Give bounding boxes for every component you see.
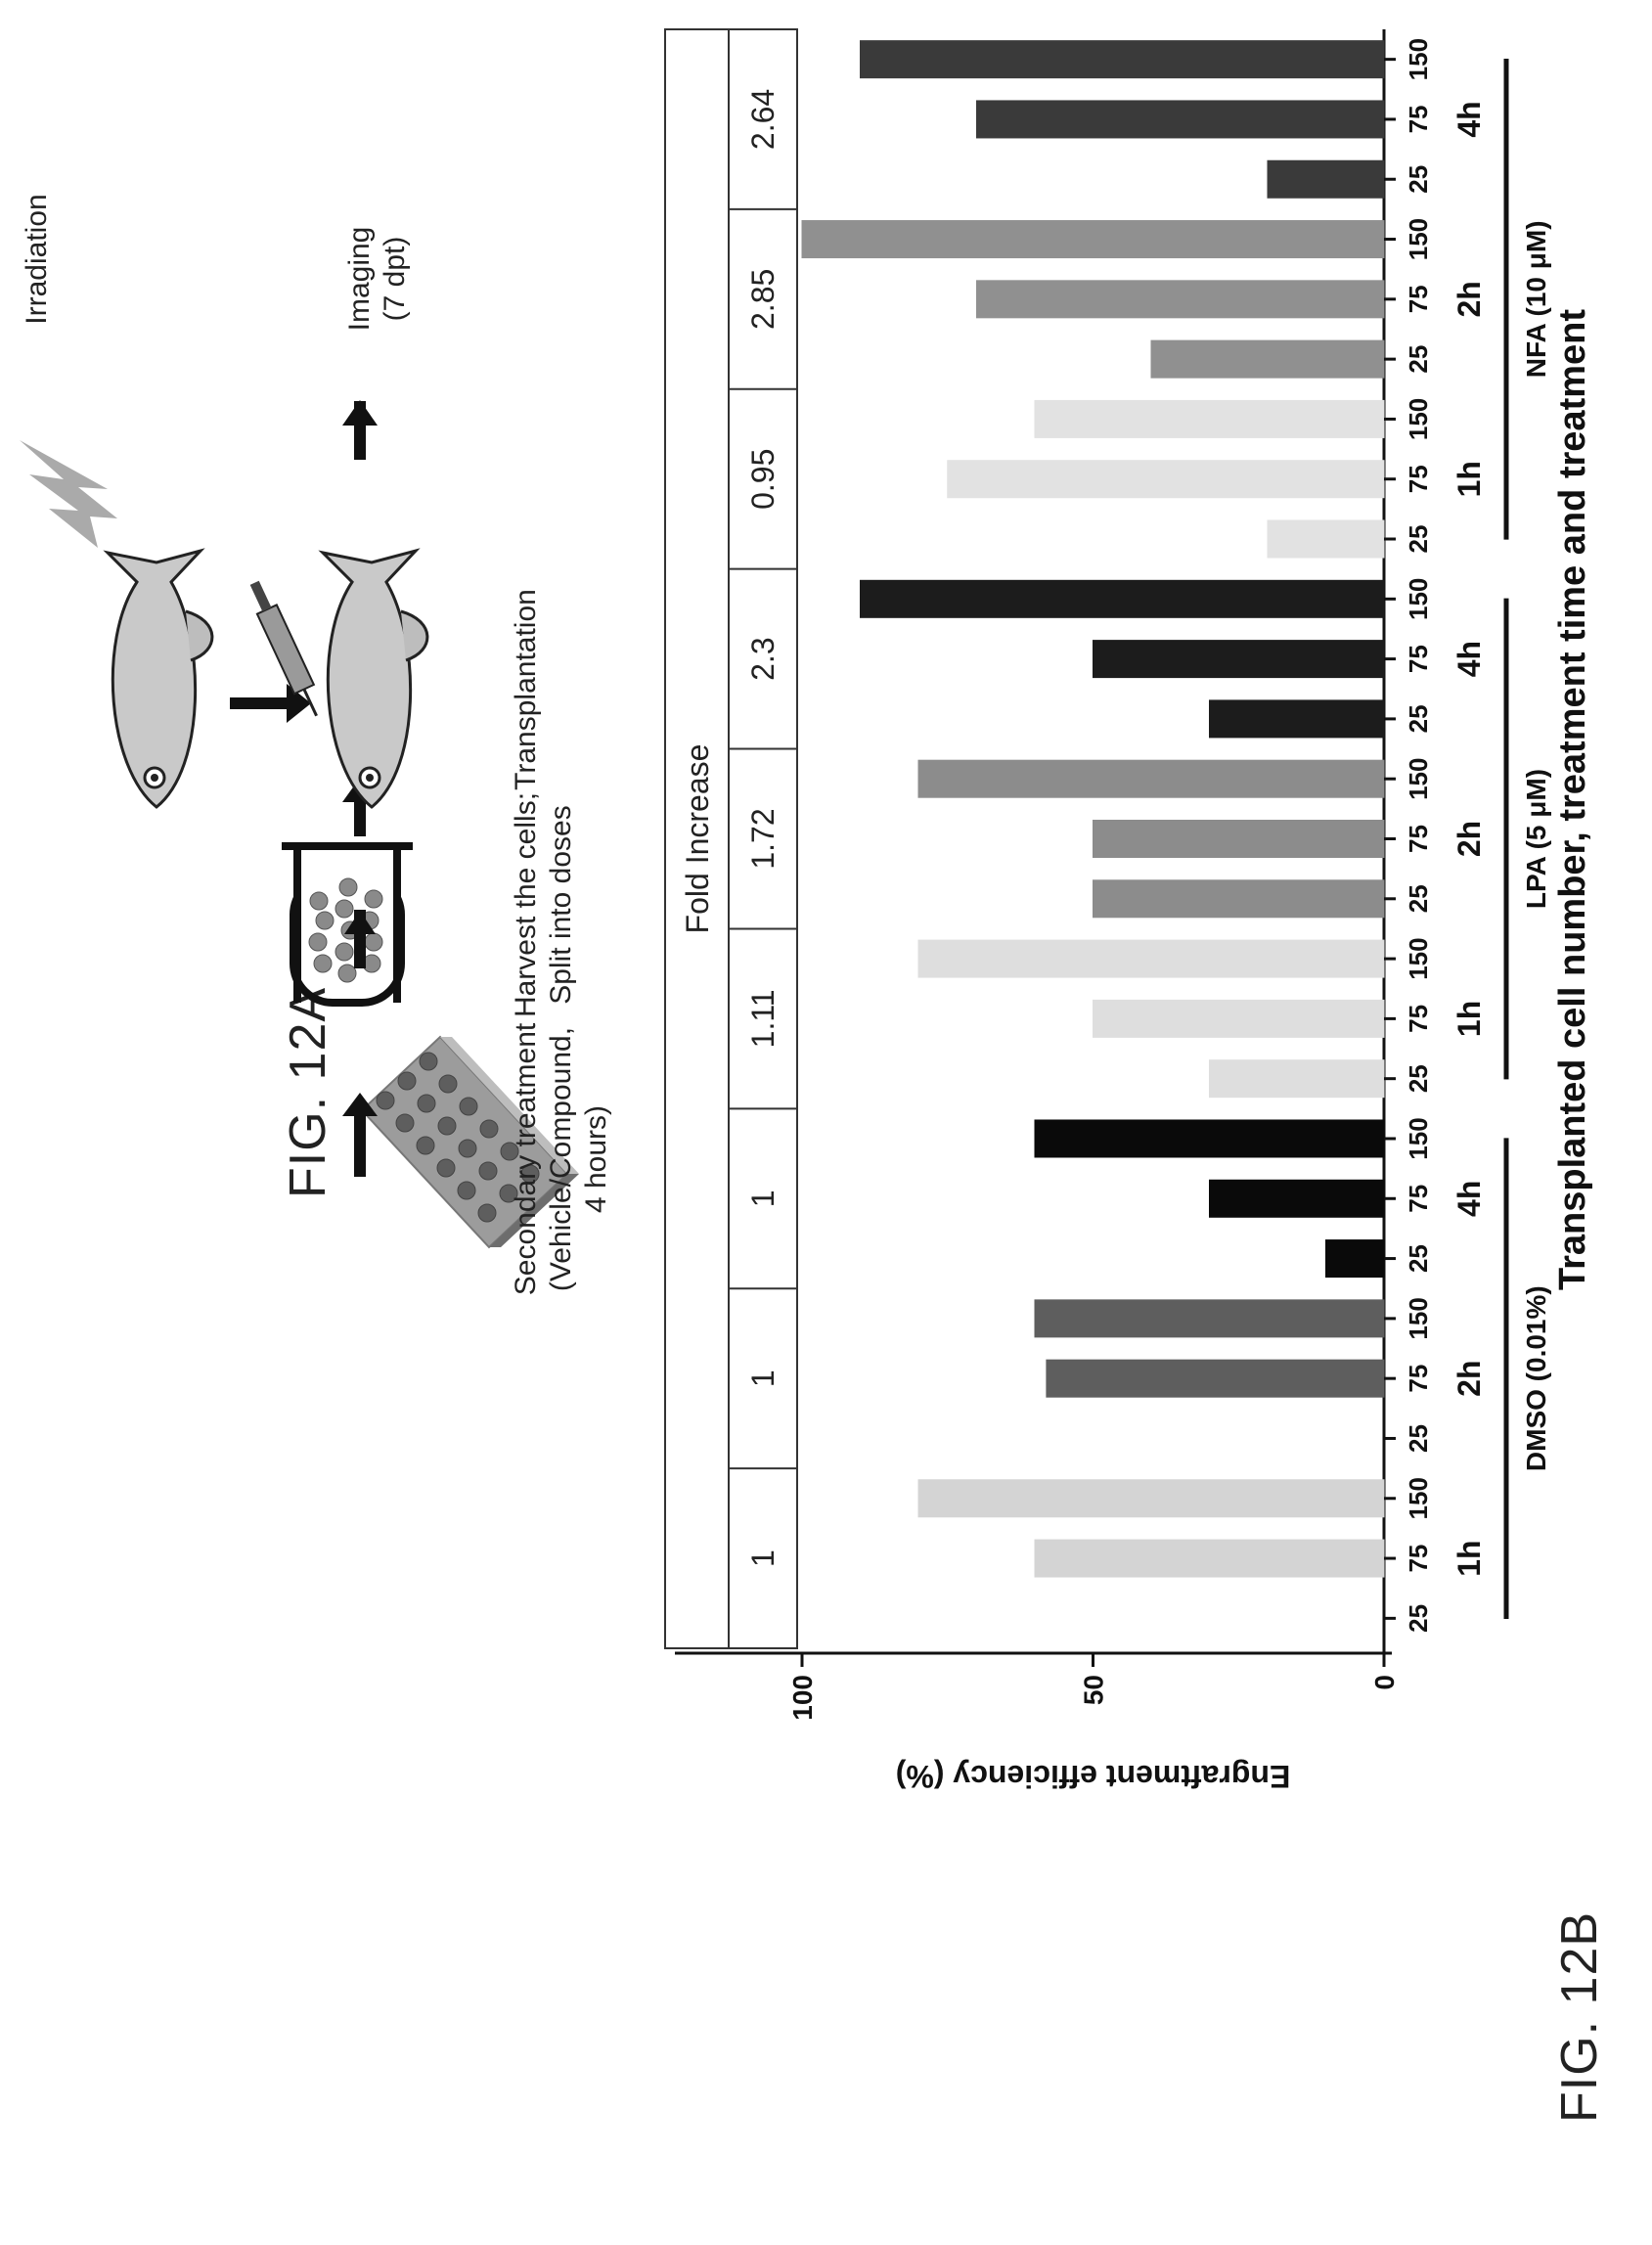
x-tick-label: 25	[1404, 1604, 1433, 1633]
lightning-icon	[20, 440, 117, 548]
treatment-label: LPA (5 μM)	[1521, 769, 1551, 909]
bar	[860, 40, 1385, 79]
bar	[860, 579, 1385, 618]
bar	[1034, 1299, 1385, 1338]
x-tick-label: 25	[1404, 345, 1433, 374]
time-label: 1h	[1451, 461, 1487, 497]
x-tick-label: 150	[1404, 758, 1433, 800]
time-label: 4h	[1451, 1181, 1487, 1217]
fish-icon	[103, 548, 214, 809]
treatment-label: NFA (10 μM)	[1521, 220, 1551, 378]
time-label: 1h	[1451, 1540, 1487, 1576]
arrow-icon	[344, 910, 376, 968]
fold-value: 1.72	[745, 808, 781, 869]
time-label: 2h	[1451, 281, 1487, 317]
x-tick-label: 25	[1404, 884, 1433, 913]
x-tick-label: 150	[1404, 937, 1433, 979]
bar	[1046, 1359, 1385, 1398]
fold-increase-table	[664, 28, 798, 1649]
bar	[1093, 999, 1385, 1038]
y-tick-label: 0	[1369, 1675, 1400, 1690]
bar	[947, 460, 1385, 499]
y-tick-label: 100	[787, 1675, 818, 1721]
well-plate-icon	[360, 1035, 579, 1249]
time-label: 4h	[1451, 641, 1487, 677]
bar	[1034, 399, 1385, 438]
x-tick-label: 75	[1404, 1365, 1433, 1393]
x-tick-label: 75	[1404, 1545, 1433, 1573]
x-tick-label: 25	[1404, 1064, 1433, 1093]
arrow-icon	[230, 684, 311, 723]
x-tick-label: 150	[1404, 398, 1433, 440]
bar	[1034, 1119, 1385, 1158]
bar	[1034, 1539, 1385, 1578]
fold-value: 1	[745, 1369, 781, 1387]
fold-increase-title: Fold Increase	[680, 744, 715, 934]
bar	[917, 939, 1385, 978]
x-tick-label: 25	[1404, 525, 1433, 554]
bar	[917, 759, 1385, 798]
x-tick-label: 25	[1404, 1244, 1433, 1273]
bar	[1325, 1239, 1385, 1279]
bar	[1093, 879, 1385, 919]
x-tick-label: 25	[1404, 165, 1433, 194]
bar	[801, 220, 1385, 259]
time-label: 2h	[1451, 821, 1487, 857]
x-tick-label: 150	[1404, 1297, 1433, 1339]
time-label: 2h	[1451, 1360, 1487, 1396]
x-tick-label: 75	[1404, 465, 1433, 493]
y-tick-label: 50	[1079, 1675, 1109, 1705]
fold-value: 2.64	[745, 89, 781, 150]
time-label: 4h	[1451, 101, 1487, 137]
x-tick-label: 150	[1404, 1117, 1433, 1159]
bar	[1267, 519, 1385, 559]
x-tick-label: 150	[1404, 218, 1433, 260]
bar	[1150, 339, 1385, 379]
fold-value: 2.3	[745, 637, 781, 680]
x-tick-label: 75	[1404, 825, 1433, 853]
time-label: 1h	[1451, 1001, 1487, 1037]
x-tick-label: 150	[1404, 38, 1433, 80]
fold-value: 1.11	[745, 989, 781, 1048]
x-tick-label: 75	[1404, 1185, 1433, 1213]
fish-injection-icon	[249, 548, 429, 809]
x-tick-label: 75	[1404, 285, 1433, 313]
bar	[1209, 699, 1385, 739]
arrow-icon	[342, 1093, 378, 1177]
x-tick-label: 25	[1404, 704, 1433, 733]
fold-value: 1	[745, 1549, 781, 1567]
bar	[1093, 820, 1385, 858]
tube-icon	[282, 842, 413, 1007]
x-axis-label: Transplanted cell number, treatment time…	[1552, 309, 1593, 1290]
x-tick-label: 150	[1404, 578, 1433, 620]
bar	[976, 280, 1385, 319]
bar	[976, 100, 1385, 139]
y-axis-label: Engraftment efficiency (%)	[896, 1759, 1291, 1794]
x-tick-label: 150	[1404, 1477, 1433, 1519]
bar	[1209, 1179, 1385, 1218]
bar	[917, 1479, 1385, 1518]
treatment-label: DMSO (0.01%)	[1521, 1285, 1551, 1471]
x-tick-label: 75	[1404, 645, 1433, 673]
x-tick-label: 75	[1404, 1005, 1433, 1033]
bar	[1093, 640, 1385, 679]
x-tick-label: 75	[1404, 105, 1433, 133]
bar	[1209, 1059, 1385, 1099]
fold-value: 0.95	[745, 449, 781, 510]
x-tick-label: 25	[1404, 1424, 1433, 1453]
arrow-icon	[342, 400, 378, 460]
bar	[1267, 159, 1385, 199]
fold-value: 1	[745, 1190, 781, 1207]
fold-value: 2.85	[745, 269, 781, 330]
